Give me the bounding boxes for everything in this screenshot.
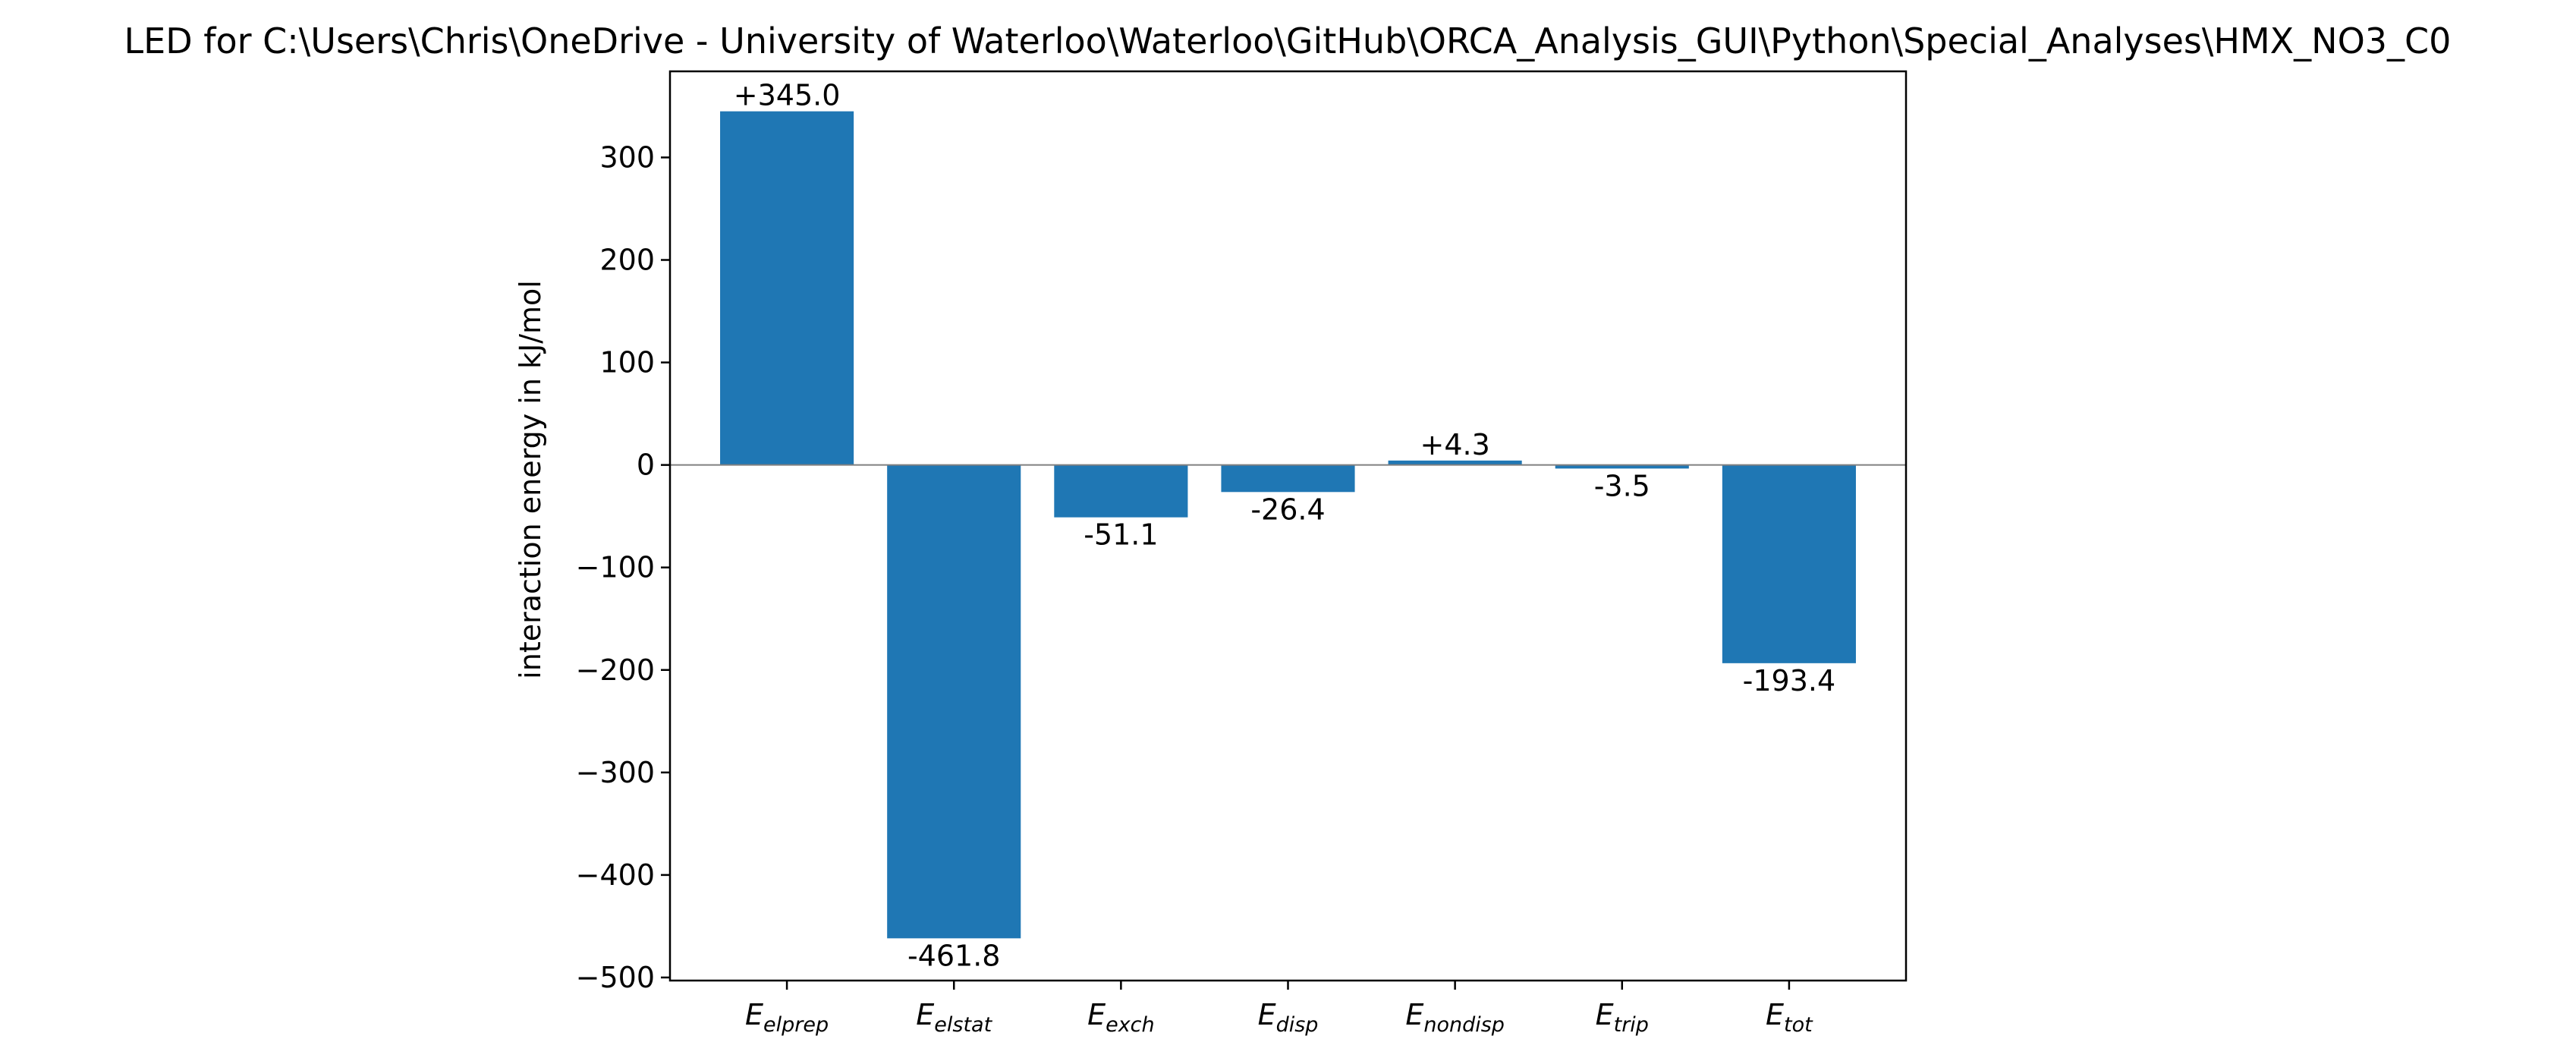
x-tick-label-main: E <box>1596 998 1614 1031</box>
x-tick-label-disp: Edisp <box>1258 998 1319 1037</box>
x-tick-label-exch: Eexch <box>1087 998 1155 1037</box>
x-tick-label-subscript: disp <box>1276 1013 1319 1037</box>
x-tick-label-subscript: trip <box>1614 1013 1649 1037</box>
x-tick-label-subscript: nondisp <box>1423 1013 1505 1037</box>
x-tick-label-subscript: tot <box>1784 1013 1813 1037</box>
x-tick-label-elstat: Eelstat <box>916 998 992 1037</box>
x-tick-label-tot: Etot <box>1766 998 1813 1037</box>
x-tick-label-nondisp: Enondisp <box>1405 998 1505 1037</box>
y-tick-label: 100 <box>599 346 655 379</box>
data-label-tot: -193.4 <box>1743 664 1836 697</box>
bar-disp <box>1221 464 1355 493</box>
x-tick-label-main: E <box>1087 998 1106 1031</box>
data-label-elstat: -461.8 <box>907 939 1001 972</box>
x-tick-label-main: E <box>745 998 763 1031</box>
y-tick-label: 200 <box>599 244 655 277</box>
y-tick-label: −300 <box>576 756 655 789</box>
plot-area: +345.0 -461.8 -51.1 -26.4 +4.3 -3.5 -193.4 300 2… <box>576 70 1908 1037</box>
bar-elstat <box>887 464 1021 939</box>
y-tick-label: −100 <box>576 551 655 584</box>
bar-tot <box>1722 464 1856 663</box>
data-label-elprep: +345.0 <box>734 79 841 112</box>
data-label-disp: -26.4 <box>1250 493 1325 526</box>
x-tick-label-main: E <box>916 998 934 1031</box>
x-tick-label-elprep: Eelprep <box>745 998 829 1037</box>
y-tick-label: 0 <box>637 449 655 482</box>
x-tick-label-subscript: elstat <box>934 1013 992 1037</box>
data-label-trip: -3.5 <box>1594 469 1650 502</box>
bar-elprep <box>720 111 854 465</box>
x-tick-label-main: E <box>1258 998 1276 1031</box>
bar-exch <box>1054 464 1188 518</box>
x-tick-label-subscript: exch <box>1106 1013 1155 1037</box>
x-tick-label-main: E <box>1405 998 1423 1031</box>
y-tick-label: 300 <box>599 140 655 174</box>
y-tick-label: −200 <box>576 653 655 687</box>
chart-title: LED for C:\Users\Chris\OneDrive - Univer… <box>124 20 2452 61</box>
x-tick-label-subscript: elprep <box>763 1013 829 1037</box>
bar-trip <box>1555 464 1689 469</box>
bar-nondisp <box>1388 460 1522 465</box>
x-tick-label-trip: Etrip <box>1596 998 1649 1037</box>
y-tick-label: −500 <box>576 961 655 994</box>
y-tick-label: −400 <box>576 858 655 892</box>
data-label-exch: -51.1 <box>1084 518 1158 552</box>
x-tick-label-main: E <box>1766 998 1784 1031</box>
data-label-nondisp: +4.3 <box>1420 428 1489 461</box>
y-axis-label: interaction energy in kJ/mol <box>514 280 547 679</box>
